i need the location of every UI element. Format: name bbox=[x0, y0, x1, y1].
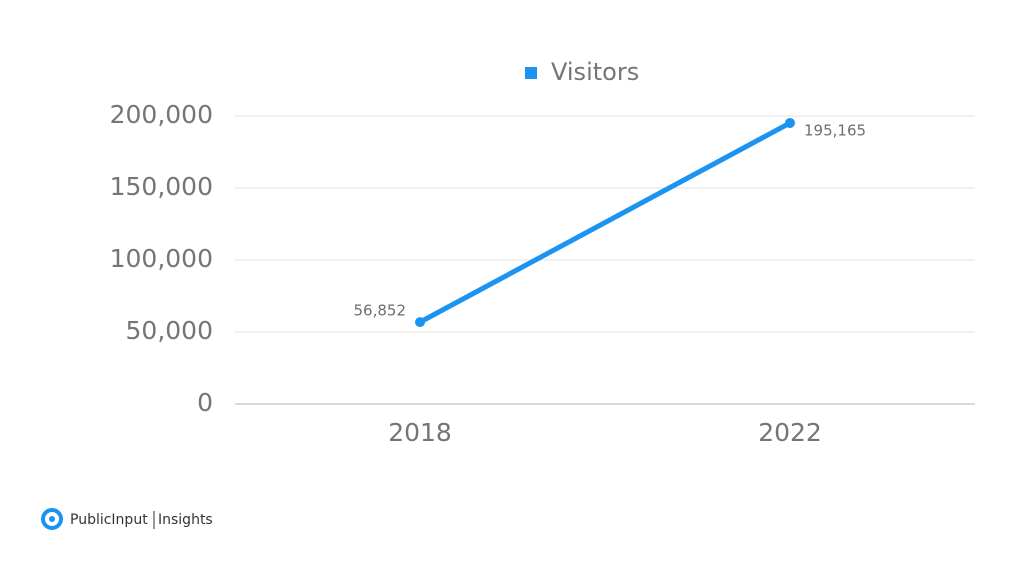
y-tick-label: 50,000 bbox=[126, 316, 213, 345]
point bbox=[785, 117, 795, 128]
x-tick-label: 2022 bbox=[758, 418, 822, 447]
logo-icon bbox=[41, 508, 63, 530]
point bbox=[415, 317, 425, 328]
y-tick-label: 150,000 bbox=[110, 172, 213, 201]
legend-label: Visitors bbox=[551, 58, 639, 86]
x-tick-label: 2018 bbox=[388, 418, 452, 447]
legend-swatch bbox=[525, 67, 537, 79]
logo-icon-dot bbox=[49, 516, 55, 522]
y-tick-label: 100,000 bbox=[110, 244, 213, 273]
series-line bbox=[417, 120, 793, 325]
value-label: 195,165 bbox=[804, 121, 866, 139]
logo: PublicInput Insights bbox=[41, 508, 213, 530]
logo-name: PublicInput bbox=[70, 512, 148, 528]
logo-product: Insights bbox=[158, 512, 213, 528]
y-tick-label: 200,000 bbox=[110, 100, 213, 129]
y-tick-label: 0 bbox=[197, 388, 213, 417]
value-label: 56,852 bbox=[354, 302, 407, 320]
